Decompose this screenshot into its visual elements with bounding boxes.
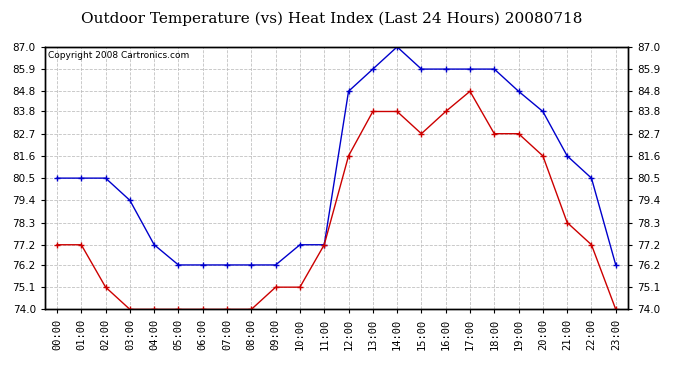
Text: Outdoor Temperature (vs) Heat Index (Last 24 Hours) 20080718: Outdoor Temperature (vs) Heat Index (Las… [81,11,582,26]
Text: Copyright 2008 Cartronics.com: Copyright 2008 Cartronics.com [48,51,189,60]
